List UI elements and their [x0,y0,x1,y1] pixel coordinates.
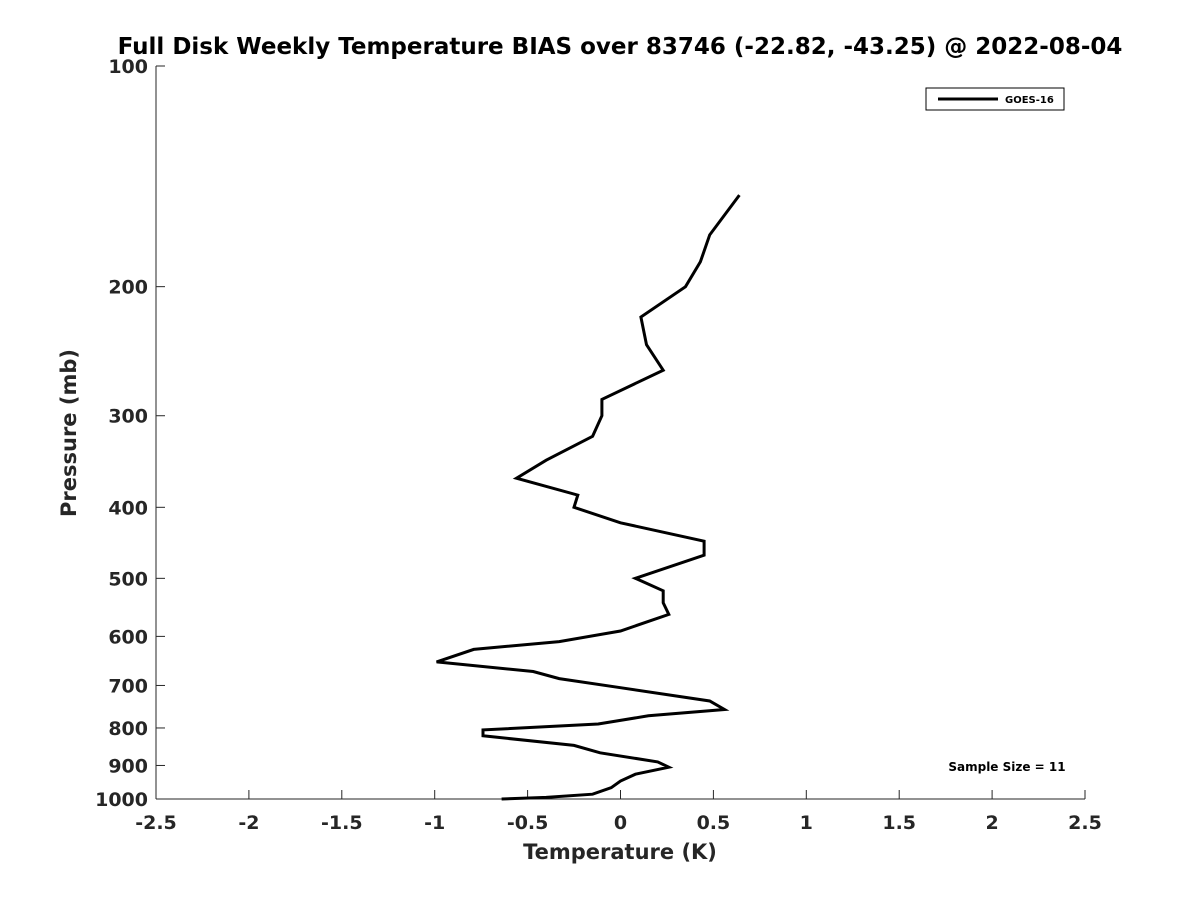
plot-axes: -2.5 -2 -1.5 -1 -0.5 0 0.5 1 1.5 2 2.5 100 200 300 400… [95,56,1102,834]
x-tick-label: 2 [985,812,998,834]
x-tick-label: 1.5 [882,812,916,834]
y-tick-label: 800 [108,718,148,740]
x-tick-label: -1.5 [321,812,363,834]
x-tick-label: 0.5 [697,812,731,834]
y-tick-label: 300 [108,406,148,428]
x-tick-label: -2.5 [135,812,177,834]
y-axis-label: Pressure (mb) [57,349,81,517]
x-axis-label: Temperature (K) [523,840,717,864]
x-tick-label: -0.5 [507,812,549,834]
sample-size-annotation: Sample Size = 11 [948,760,1065,774]
y-tick-label: 900 [108,755,148,777]
y-tick-label: 700 [108,675,148,697]
legend: GOES-16 [925,87,1065,111]
y-tick-label: 1000 [95,789,148,811]
x-tick-label: 1 [800,812,813,834]
x-tick-label: -1 [424,812,445,834]
y-tick-label: 500 [108,568,148,590]
series-line-goes-16 [436,194,741,801]
y-tick-label: 600 [108,626,148,648]
x-tick-label: 2.5 [1068,812,1102,834]
y-tick-label: 100 [108,56,148,78]
series-layer [436,194,741,801]
y-tick-label: 400 [108,497,148,519]
legend-label-goes16: GOES-16 [1005,95,1054,106]
x-tick-label: -2 [238,812,259,834]
x-tick-label: 0 [614,812,627,834]
chart-title: Full Disk Weekly Temperature BIAS over 8… [118,34,1123,60]
y-tick-label: 200 [108,277,148,299]
